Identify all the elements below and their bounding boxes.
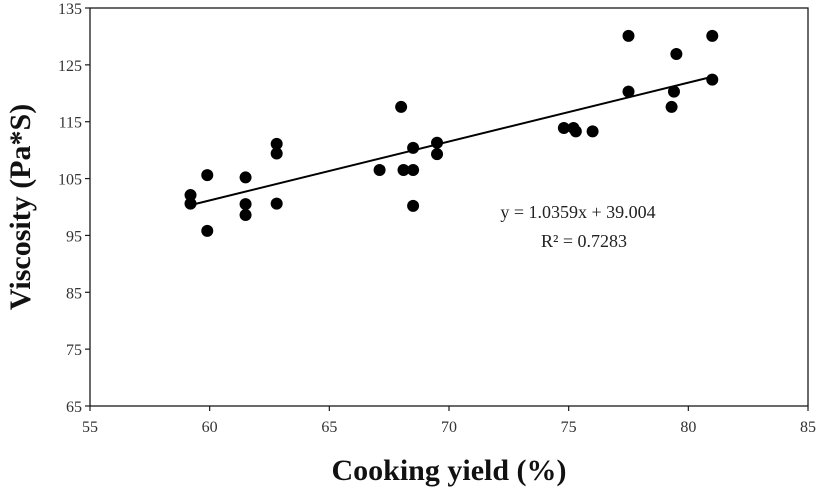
x-tick-label: 80	[680, 419, 696, 436]
data-point	[184, 189, 197, 202]
x-tick-label: 60	[202, 419, 218, 436]
equation-label: y = 1.0359x + 39.004	[500, 202, 655, 222]
x-tick-label: 55	[82, 419, 98, 436]
y-axis-ticks: 65 75 85 95 105 115 125 135	[58, 1, 90, 416]
data-point	[706, 73, 719, 86]
r-squared-label: R² = 0.7283	[541, 231, 627, 251]
x-tick-label: 85	[800, 419, 816, 436]
y-tick-label: 135	[58, 1, 82, 18]
y-tick-label: 115	[59, 115, 82, 132]
y-tick-label: 75	[66, 342, 82, 359]
data-point	[395, 100, 408, 113]
y-tick-label: 85	[66, 285, 82, 302]
trendline	[190, 75, 713, 207]
y-axis-title: Viscosity (Pa*S)	[4, 104, 37, 310]
y-tick-label: 125	[58, 58, 82, 75]
x-axis-ticks: 55 60 65 70 75 80 85	[82, 406, 816, 436]
data-point	[397, 164, 410, 177]
data-point	[431, 148, 444, 161]
data-points	[184, 29, 719, 237]
data-point	[201, 169, 214, 182]
x-tick-label: 70	[441, 419, 457, 436]
y-tick-label: 105	[58, 172, 82, 189]
data-point	[373, 164, 386, 177]
y-tick-label: 95	[66, 228, 82, 245]
data-point	[586, 125, 599, 138]
x-tick-label: 65	[321, 419, 337, 436]
data-point	[201, 224, 214, 237]
data-point	[407, 141, 420, 154]
x-tick-label: 75	[561, 419, 577, 436]
y-tick-label: 65	[66, 399, 82, 416]
data-point	[270, 197, 283, 210]
data-point	[431, 136, 444, 149]
plot-area	[89, 7, 809, 407]
data-point	[270, 137, 283, 150]
x-axis-title: Cooking yield (%)	[331, 454, 566, 487]
data-point	[557, 121, 570, 134]
data-point	[670, 48, 683, 61]
data-point	[239, 171, 252, 184]
data-point	[239, 198, 252, 211]
data-point	[569, 125, 582, 138]
data-point	[622, 85, 635, 98]
data-point	[270, 147, 283, 160]
data-point	[622, 29, 635, 42]
data-point	[667, 85, 680, 98]
data-point	[184, 197, 197, 210]
data-point	[239, 208, 252, 221]
data-point	[665, 100, 678, 113]
data-point	[407, 164, 420, 177]
data-point	[407, 199, 420, 212]
data-point	[706, 29, 719, 42]
